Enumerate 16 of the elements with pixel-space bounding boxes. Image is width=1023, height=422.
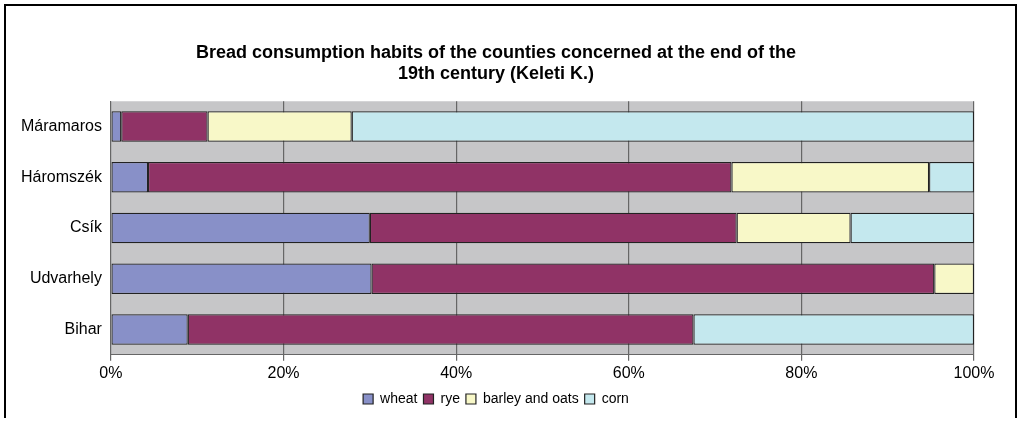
y-tick-label: Háromszék (21, 167, 103, 185)
legend-label: corn (601, 389, 629, 406)
legend-label: barley and oats (482, 389, 579, 406)
x-tick-label: 100% (953, 363, 995, 381)
x-tick-label: 60% (612, 363, 645, 381)
y-tick-label: Udvarhely (29, 269, 102, 287)
legend-label: wheat (379, 389, 418, 406)
x-tick-label: 80% (785, 363, 818, 381)
x-tick-label: 40% (440, 363, 473, 381)
y-tick-label: Máramaros (21, 116, 102, 134)
y-tick-label: Bihar (64, 319, 103, 337)
y-tick-label: Csík (69, 218, 103, 236)
chart-title: Bread consumption habits of the counties concerned at the end of the 19th century (Keleti K.) (195, 41, 797, 84)
x-tick-label: 20% (267, 363, 300, 381)
x-tick-label: 0% (99, 363, 123, 381)
legend-label: rye (440, 389, 461, 406)
